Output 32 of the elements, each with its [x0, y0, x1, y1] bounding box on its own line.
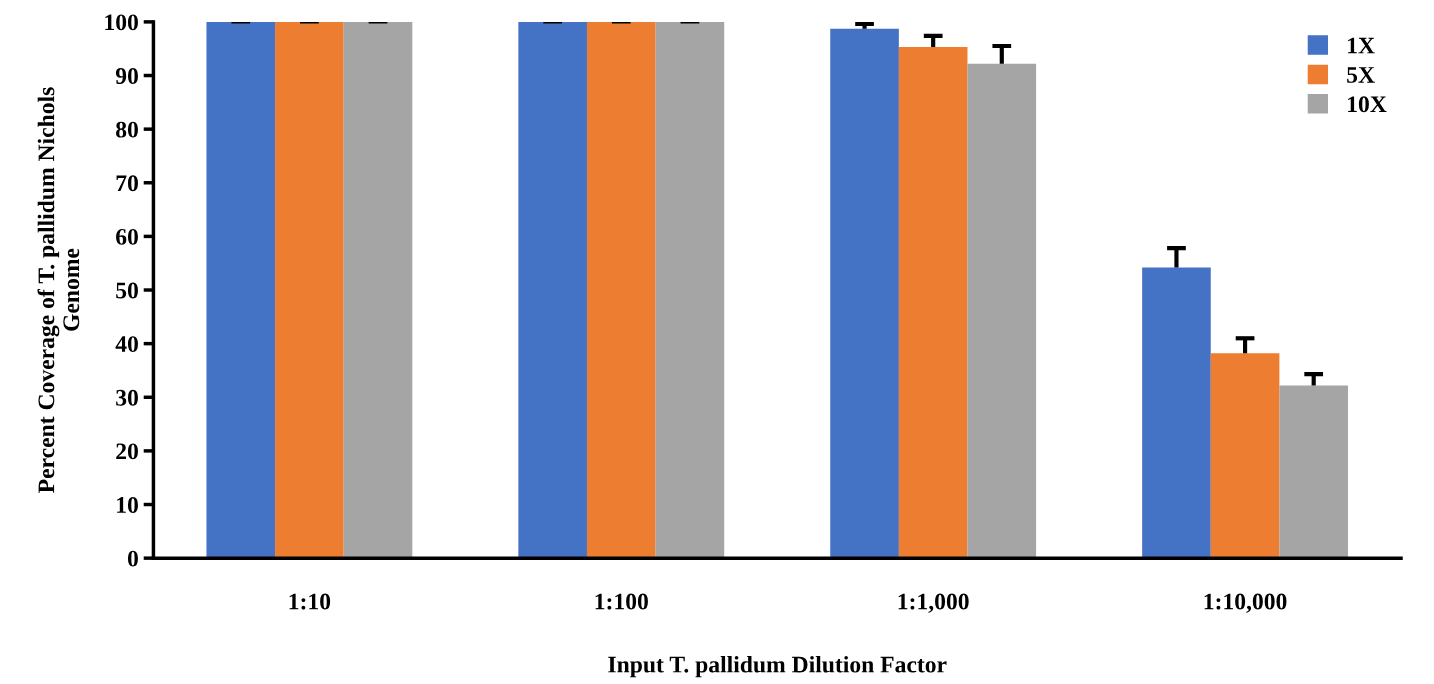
bar [586, 21, 656, 559]
y-tick-label: 50 [116, 282, 138, 299]
bar [830, 28, 899, 559]
bar [1279, 385, 1348, 559]
bar [898, 47, 968, 559]
y-tick-label: 30 [116, 389, 138, 406]
x-axis-title: Input T. pallidum Dilution Factor [608, 655, 947, 678]
y-tick-label: 60 [116, 228, 138, 245]
legend-label: 10X [1348, 96, 1387, 113]
y-tick-label: 90 [115, 68, 138, 84]
bar [967, 63, 1037, 559]
x-tick-label: 1:100 [595, 593, 648, 610]
y-tick-label: 10 [117, 497, 138, 513]
bar [1142, 267, 1211, 559]
y-tick-label: 70 [116, 175, 138, 192]
y-tick-label: 0 [127, 550, 138, 567]
y-tick-label: 20 [116, 443, 138, 460]
x-tick-label: 1:1,000 [898, 593, 969, 613]
legend-label: 5X [1347, 67, 1375, 83]
x-tick-label: 1:10,000 [1204, 593, 1287, 613]
y-tick-label: 100 [105, 14, 138, 31]
y-axis-title: Percent Coverage of T. pallidum Nichols Genome [37, 87, 80, 493]
legend-label: 1X [1348, 37, 1375, 54]
bar [275, 21, 344, 559]
y-tick-label: 40 [115, 336, 138, 353]
bar [518, 21, 587, 559]
bar [206, 21, 276, 559]
y-tick-label: 80 [116, 121, 138, 138]
bar [1210, 353, 1280, 559]
bar [343, 21, 413, 559]
bar [655, 21, 725, 559]
x-tick-label: 1:10 [289, 593, 331, 610]
